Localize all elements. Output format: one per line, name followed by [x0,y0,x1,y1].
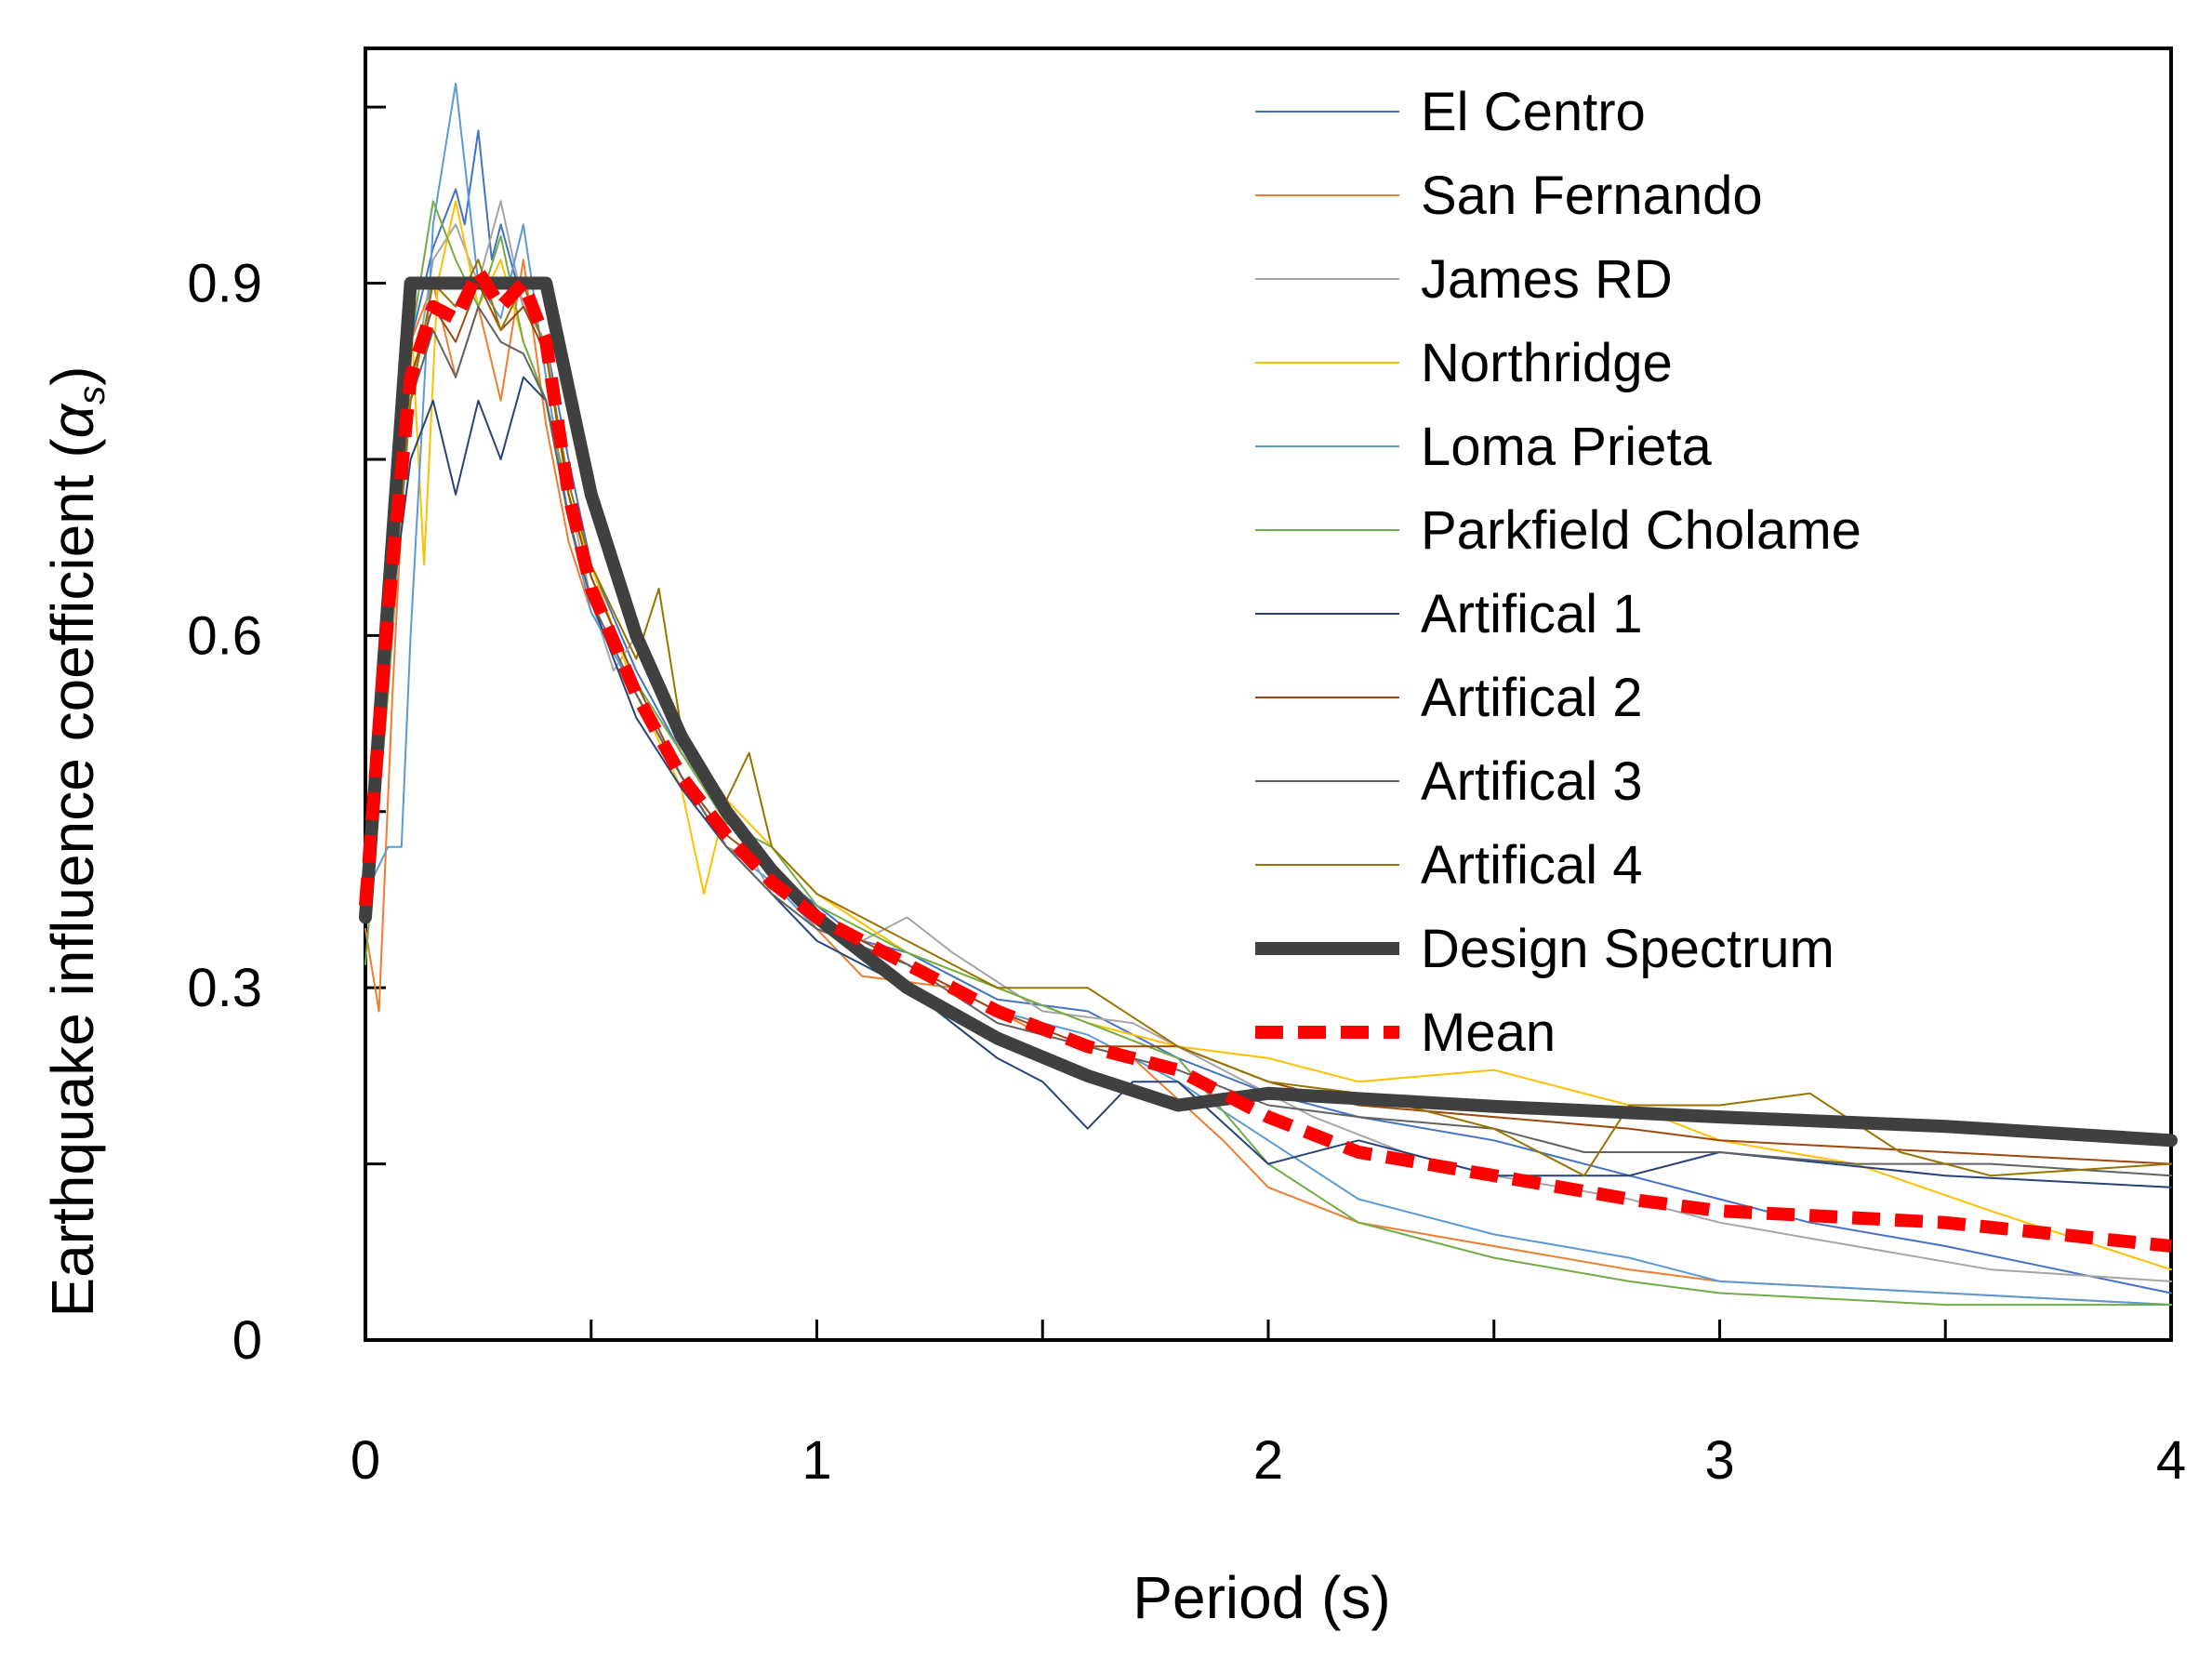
series-line-parkfield-cholame [364,200,2172,1307]
x-tick-label: 0 [351,1430,380,1491]
y-tick-label: 0.3 [187,958,262,1018]
y-axis-title-text: Earthquake influence coefficient ( [39,438,106,1317]
legend-label: Artifical 3 [1421,751,1643,812]
y-axis-title: Earthquake influence coefficient (αs) [39,366,113,1318]
legend-label: Artifical 4 [1421,835,1643,896]
y-axis-title-subscript: s [72,386,113,405]
x-axis-title: Period (s) [1132,1564,1390,1631]
legend-label: San Fernando [1421,166,1763,226]
legend-label: Loma Prieta [1421,417,1712,477]
series-line-san-fernando [364,259,2172,1307]
legend-label: Mean [1421,1002,1556,1063]
x-tick-label: 1 [801,1430,831,1491]
series-line-artifical-1 [364,376,2172,1188]
legend: El Centro San Fernando James RD Northridge L… [1255,82,1861,1063]
y-axis-title-close: ) [39,366,106,386]
legend-label: El Centro [1421,82,1646,142]
legend-label: James RD [1421,249,1673,310]
series-line-design-spectrum [359,276,2178,1148]
x-tick-label: 2 [1253,1430,1283,1491]
legend-label: Northridge [1421,333,1673,393]
y-tick-labels: 0 0.3 0.6 0.9 [187,254,262,1371]
series-line-mean [359,264,2172,1253]
legend-label: Artifical 2 [1421,668,1643,728]
x-tick-label: 3 [1704,1430,1734,1491]
axis-ticks [364,105,2173,1342]
series-line-artifical-3 [364,305,2172,1177]
y-tick-label: 0 [232,1310,262,1371]
x-tick-labels: 0 1 2 3 4 [351,1430,2186,1491]
y-tick-label: 0.9 [187,254,262,314]
series-layer [359,82,2178,1307]
series-line-northridge [364,200,2172,1271]
legend-label: Design Spectrum [1421,919,1835,979]
y-tick-label: 0.6 [187,605,262,666]
legend-label: Parkfield Cholame [1421,500,1861,561]
legend-label: Artifical 1 [1421,584,1643,644]
x-tick-label: 4 [2156,1430,2186,1491]
y-axis-title-symbol: α [39,403,106,438]
